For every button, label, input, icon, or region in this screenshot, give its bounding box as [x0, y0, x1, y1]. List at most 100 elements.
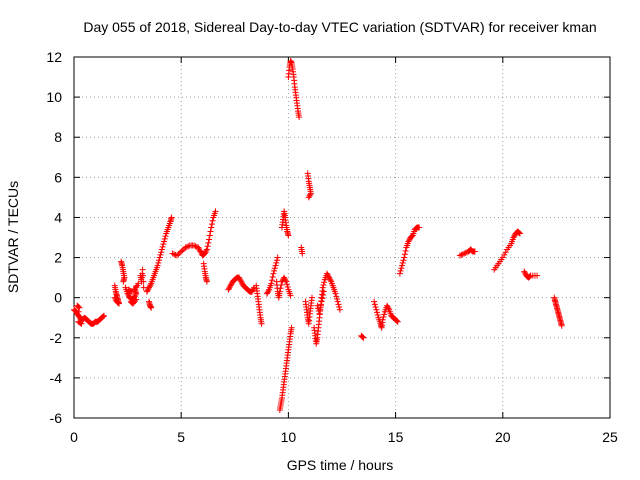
data-point — [113, 297, 120, 304]
data-point — [319, 284, 326, 291]
y-tick-label: -6 — [50, 410, 63, 426]
data-point — [516, 229, 523, 236]
data-point — [285, 232, 292, 239]
x-tick-label: 25 — [602, 429, 618, 445]
data-point — [159, 243, 166, 250]
data-point — [371, 301, 378, 308]
data-point — [288, 324, 295, 331]
data-point — [284, 283, 291, 290]
data-points — [71, 58, 565, 413]
data-point — [204, 243, 211, 250]
data-point — [183, 243, 190, 250]
data-point — [191, 242, 198, 249]
data-point — [161, 235, 168, 242]
data-point — [401, 251, 408, 258]
x-tick-label: 15 — [388, 429, 404, 445]
data-point — [238, 278, 245, 285]
x-axis-label: GPS time / hours — [287, 457, 394, 473]
data-point — [203, 247, 210, 254]
x-tick-labels: 0 5 10 15 20 25 — [70, 429, 618, 445]
data-point — [380, 314, 387, 321]
data-point — [521, 268, 528, 275]
data-point — [321, 279, 328, 286]
data-point — [139, 266, 146, 273]
data-point — [278, 281, 285, 288]
data-point — [203, 246, 210, 253]
data-point — [162, 233, 169, 240]
data-point — [206, 236, 213, 243]
data-point — [318, 298, 325, 305]
data-point — [274, 254, 281, 261]
data-point — [399, 262, 406, 269]
data-point — [462, 249, 469, 256]
data-point — [326, 275, 333, 282]
y-tick-label: 8 — [54, 129, 62, 145]
data-point — [317, 302, 324, 309]
data-point — [197, 248, 204, 255]
grid-lines — [74, 57, 610, 418]
data-point — [385, 305, 392, 312]
data-point — [158, 249, 165, 256]
data-point — [176, 249, 183, 256]
data-point — [264, 289, 271, 296]
data-point — [111, 294, 118, 301]
data-point — [178, 248, 185, 255]
data-point — [265, 287, 272, 294]
data-point — [208, 224, 215, 231]
y-tick-label: -4 — [50, 370, 63, 386]
data-point — [268, 277, 275, 284]
data-point — [510, 234, 517, 241]
data-point — [333, 296, 340, 303]
data-point — [156, 254, 163, 261]
data-point — [250, 285, 257, 292]
data-point — [394, 318, 401, 325]
data-point — [471, 248, 478, 255]
data-point — [332, 290, 339, 297]
y-tick-label: 10 — [46, 89, 62, 105]
data-point — [326, 274, 333, 281]
data-point — [394, 318, 401, 325]
data-point — [320, 288, 327, 295]
data-point — [100, 313, 107, 320]
data-point — [78, 320, 85, 327]
y-tick-labels: -6 -4 -2 0 2 4 6 8 10 12 — [46, 49, 62, 426]
data-point — [113, 298, 120, 305]
data-point — [511, 233, 518, 240]
data-point — [208, 221, 215, 228]
data-point — [398, 265, 405, 272]
data-point — [202, 249, 209, 256]
data-point — [526, 273, 533, 280]
y-tick-label: -2 — [50, 330, 63, 346]
data-point — [333, 293, 340, 300]
data-point — [125, 286, 132, 293]
data-point — [132, 298, 139, 305]
data-point — [201, 250, 208, 257]
data-point — [158, 246, 165, 253]
data-point — [146, 284, 153, 291]
data-point — [277, 285, 284, 292]
data-point — [305, 194, 312, 201]
y-tick-label: 0 — [54, 290, 62, 306]
data-point — [521, 269, 528, 276]
data-point — [317, 306, 324, 313]
data-point — [374, 309, 381, 316]
data-point — [237, 277, 244, 284]
data-point — [226, 285, 233, 292]
data-point — [160, 241, 167, 248]
data-point — [147, 281, 154, 288]
data-point — [76, 304, 83, 311]
data-point — [133, 296, 140, 303]
data-point — [379, 316, 386, 323]
data-point — [143, 288, 150, 295]
data-point — [248, 288, 255, 295]
data-point — [324, 271, 331, 278]
data-point — [157, 251, 164, 258]
data-point — [179, 247, 186, 254]
data-point — [409, 233, 416, 240]
data-point — [148, 304, 155, 311]
data-point — [327, 277, 334, 284]
data-point — [384, 302, 391, 309]
data-point — [182, 244, 189, 251]
data-point — [306, 193, 313, 200]
